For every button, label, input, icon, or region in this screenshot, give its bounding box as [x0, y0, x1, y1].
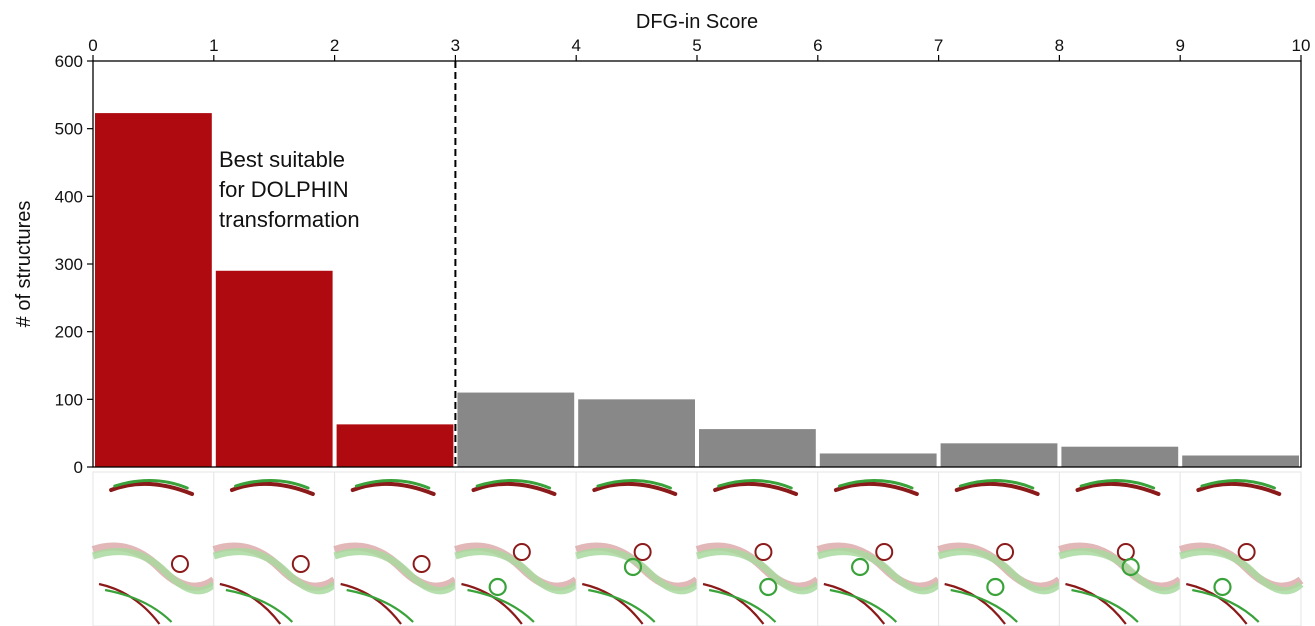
thumbnail-9: [1178, 471, 1304, 626]
x-tick-label-2: 2: [330, 36, 339, 55]
y-axis-title: # of structures: [13, 201, 35, 328]
x-tick-label-5: 5: [692, 36, 701, 55]
y-tick-label-0: 0: [74, 458, 83, 477]
bar-1: [215, 270, 333, 467]
thumbnail-4: [574, 471, 700, 626]
thumbnail-1: [212, 471, 338, 626]
x-axis: 0 1 2 3 4 5 6 7 8 9 10: [88, 36, 1310, 61]
y-tick-label-3: 300: [55, 255, 83, 274]
annotation-line-2: for DOLPHIN: [219, 177, 349, 202]
x-tick-label-9: 9: [1175, 36, 1184, 55]
thumbnail-8: [1058, 471, 1183, 626]
y-axis: 0 100 200 300 400 500 600: [55, 52, 93, 477]
bar-4: [578, 399, 695, 467]
thumbnail-6: [816, 471, 942, 626]
x-axis-title: DFG-in Score: [636, 11, 758, 33]
annotation-line-1: Best suitable: [219, 147, 345, 172]
bar-0: [95, 113, 212, 467]
x-tick-label-3: 3: [451, 36, 460, 55]
bar-7: [940, 443, 1058, 467]
y-tick-label-5: 500: [55, 120, 83, 139]
annotation-line-3: transformation: [219, 207, 360, 232]
y-tick-label-4: 400: [55, 187, 83, 206]
bar-9: [1182, 455, 1299, 467]
bar-2: [336, 424, 454, 467]
bar-5: [699, 429, 816, 467]
thumbnail-0: [91, 471, 217, 626]
bars-layer: [95, 113, 1299, 467]
bar-6: [819, 453, 937, 467]
thumbnail-7: [937, 471, 1062, 626]
thumbnail-5: [695, 471, 821, 626]
annotation: Best suitable for DOLPHIN transformation: [219, 147, 360, 232]
y-tick-label-2: 200: [55, 323, 83, 342]
x-tick-label-10: 10: [1292, 36, 1311, 55]
x-tick-label-4: 4: [571, 36, 580, 55]
bar-8: [1061, 446, 1179, 467]
x-tick-label-8: 8: [1055, 36, 1064, 55]
y-tick-label-1: 100: [55, 390, 83, 409]
thumbnail-3: [454, 471, 579, 626]
bar-3: [457, 392, 575, 467]
x-tick-label-0: 0: [88, 36, 97, 55]
y-tick-label-6: 600: [55, 52, 83, 71]
x-tick-label-1: 1: [209, 36, 218, 55]
x-tick-label-7: 7: [934, 36, 943, 55]
structure-thumbnails: [91, 471, 1304, 626]
x-tick-label-6: 6: [813, 36, 822, 55]
thumbnail-2: [333, 471, 458, 626]
